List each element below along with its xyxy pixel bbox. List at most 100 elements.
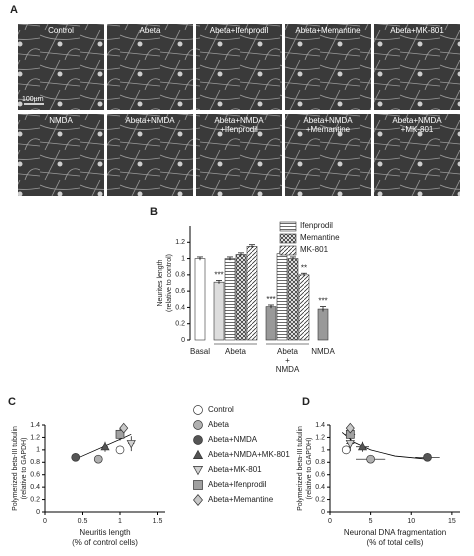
bar: [224, 258, 236, 341]
image-label: NMDA: [49, 116, 73, 125]
x-tick-label: 0.5: [78, 518, 88, 525]
scale-bar-label: 100µm: [22, 96, 44, 103]
bar: [265, 306, 277, 341]
panel-label: D: [302, 396, 310, 408]
panel-label: C: [8, 396, 16, 408]
panel-label: B: [150, 206, 158, 218]
point: [119, 422, 129, 434]
trend-line: [341, 432, 428, 460]
point: [345, 422, 355, 434]
point: [126, 440, 136, 449]
x-axis-label: Neuronal DNA fragmentation: [344, 528, 446, 537]
x-axis-label: Neuritis length: [79, 528, 130, 537]
point: [341, 445, 351, 455]
legend-label: Control: [208, 405, 234, 414]
legend-swatch: [279, 245, 297, 256]
x-tick-label: Abeta: [277, 347, 298, 356]
bar: [213, 281, 225, 341]
image-label: Abeta: [140, 26, 161, 35]
legend-label: Abeta+Memantine: [208, 495, 274, 504]
x-axis-label: (% of total cells): [367, 538, 424, 547]
micrograph: [285, 24, 371, 110]
legend-label: MK-801: [300, 245, 329, 254]
legend-label: Abeta: [208, 420, 229, 429]
image-label: Abeta+NMDA: [303, 116, 353, 125]
y-tick-label: 0.2: [315, 496, 325, 503]
bar: [276, 253, 288, 341]
legend-marker: [193, 405, 203, 415]
x-tick-label: 10: [407, 518, 415, 525]
image-label: Abeta+Memantine: [295, 26, 361, 35]
micrograph: [285, 114, 371, 196]
point: [423, 452, 432, 462]
legend-marker: [192, 466, 204, 476]
y-axis-label: (relative to control): [166, 254, 173, 312]
micrograph: [107, 114, 193, 196]
x-tick-label: Basal: [190, 347, 210, 356]
y-tick-label: 0: [181, 337, 185, 344]
x-tick-label: Abeta: [225, 347, 246, 356]
x-tick-label: 5: [369, 518, 373, 525]
y-tick-label: 0.4: [175, 304, 185, 311]
image-label: +Ifenprodil: [220, 125, 258, 134]
legend-label: Memantine: [300, 233, 340, 242]
bar: [317, 308, 329, 341]
bar: [287, 258, 299, 341]
y-tick-label: 0: [36, 509, 40, 516]
x-axis-label: (% of control cells): [72, 538, 138, 547]
y-tick-label: 0.2: [30, 496, 40, 503]
x-tick-label: 0: [43, 518, 47, 525]
y-tick-label: 0.6: [30, 472, 40, 479]
x-tick-label: 1: [118, 518, 122, 525]
x-tick-label: 15: [448, 518, 456, 525]
point: [366, 454, 375, 464]
image-label: +MK-801: [401, 125, 434, 134]
image-label: +Memantine: [306, 125, 351, 134]
y-tick-label: 0: [321, 509, 325, 516]
y-tick-label: 1.2: [175, 239, 185, 246]
significance: ***: [214, 271, 223, 280]
y-tick-label: 0.8: [175, 272, 185, 279]
y-tick-label: 0.6: [315, 472, 325, 479]
legend-marker: [193, 420, 203, 430]
y-tick-label: 1.2: [30, 434, 40, 441]
point: [357, 442, 368, 451]
y-tick-label: 1.2: [315, 434, 325, 441]
micrograph: [196, 24, 282, 110]
image-label: Abeta+NMDA: [392, 116, 442, 125]
point: [115, 429, 125, 439]
significance: **: [301, 263, 307, 272]
y-tick-label: 1.4: [30, 422, 40, 429]
micrograph: [374, 114, 460, 196]
bar: [235, 254, 247, 341]
legend-swatch: [279, 233, 297, 244]
image-label: Control: [48, 26, 74, 35]
y-tick-label: 1: [181, 255, 185, 262]
image-label: Abeta+NMDA: [214, 116, 264, 125]
significance: ***: [266, 295, 275, 304]
y-tick-label: 1: [36, 447, 40, 454]
micrograph: [107, 24, 193, 110]
legend-swatch: [279, 221, 297, 232]
bar: [194, 258, 206, 341]
x-tick-label: +: [285, 356, 290, 365]
y-tick-label: 0.8: [30, 459, 40, 466]
legend-label: Ifenprodil: [300, 221, 333, 230]
x-tick-label: NMDA: [311, 347, 335, 356]
y-tick-label: 0.2: [175, 321, 185, 328]
x-tick-label: 0: [328, 518, 332, 525]
micrograph: [196, 114, 282, 196]
legend-label: Abeta+NMDA: [208, 435, 258, 444]
legend-label: Abeta+MK-801: [208, 465, 262, 474]
micrograph: [374, 24, 460, 110]
significance: ***: [318, 297, 327, 306]
y-axis-label: Neurites length: [157, 259, 164, 306]
y-axis-label: Polymerized beta-III tubulin: [297, 426, 304, 511]
x-tick-label: NMDA: [276, 365, 300, 374]
micrograph: [18, 114, 104, 196]
legend-label: Abeta+Ifenprodil: [208, 480, 267, 489]
point: [71, 452, 81, 462]
y-axis-label: (relative to GAPDH): [306, 438, 313, 500]
y-tick-label: 0.4: [315, 484, 325, 491]
